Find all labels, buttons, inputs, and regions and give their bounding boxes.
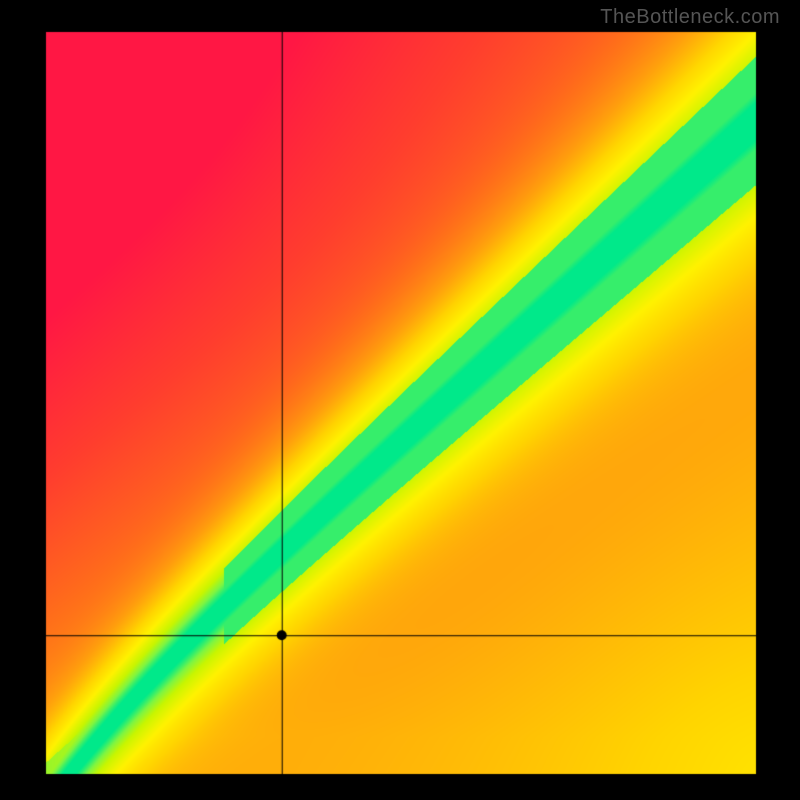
watermark-text: TheBottleneck.com <box>600 6 780 29</box>
bottleneck-heatmap <box>0 0 800 800</box>
